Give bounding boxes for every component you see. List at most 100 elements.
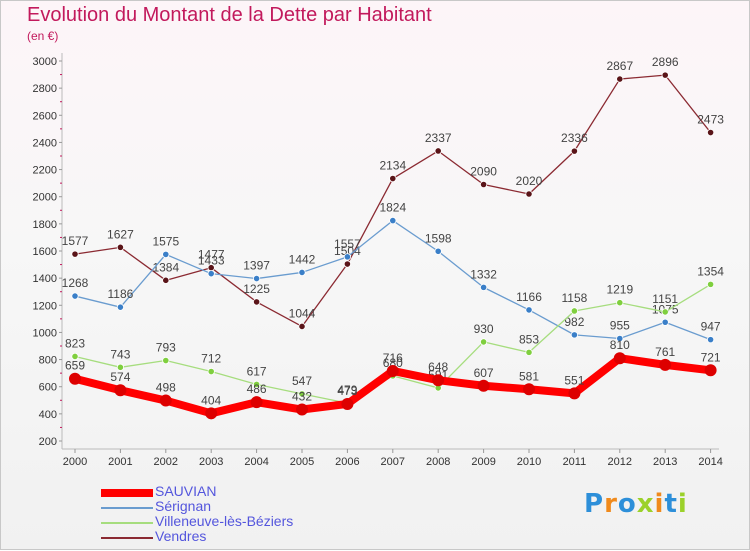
- x-tick-label: 2001: [108, 456, 132, 468]
- data-point-s-rignan: [162, 250, 170, 258]
- x-tick-label: 2003: [199, 456, 223, 468]
- chart-title: Evolution du Montant de la Dette par Hab…: [27, 4, 432, 26]
- data-label-villeneuve-l-s-b-ziers: 1219: [606, 283, 633, 297]
- data-point-s-rignan: [525, 306, 533, 314]
- data-label-vendres: 2473: [697, 113, 724, 127]
- data-label-villeneuve-l-s-b-ziers: 1151: [652, 292, 678, 306]
- data-label-vendres: 1225: [243, 282, 270, 296]
- data-point-sauvian: [568, 387, 581, 400]
- data-label-sauvian: 498: [156, 381, 176, 395]
- data-label-sauvian: 486: [247, 382, 267, 396]
- data-point-vendres: [616, 75, 624, 83]
- data-point-sauvian: [432, 374, 445, 387]
- data-point-s-rignan: [389, 217, 397, 225]
- data-label-sauvian: 607: [474, 366, 494, 380]
- logo-letter: o: [617, 489, 637, 519]
- data-label-villeneuve-l-s-b-ziers: 930: [474, 322, 494, 336]
- data-label-s-rignan: 947: [701, 320, 721, 334]
- y-tick-label: 2800: [33, 83, 57, 95]
- y-tick-label: 2000: [33, 192, 57, 204]
- y-tick-label: 3000: [33, 56, 57, 68]
- data-label-s-rignan: 1598: [425, 231, 452, 245]
- data-label-villeneuve-l-s-b-ziers: 617: [247, 364, 267, 378]
- data-label-vendres: 2336: [561, 131, 588, 145]
- proxiti-logo: Proxiti: [584, 489, 688, 519]
- data-point-sauvian: [659, 358, 672, 371]
- y-tick-label: 200: [39, 436, 57, 448]
- data-label-vendres: 2337: [425, 131, 452, 145]
- data-label-villeneuve-l-s-b-ziers: 680: [383, 356, 403, 370]
- data-label-s-rignan: 1557: [334, 237, 361, 251]
- data-label-vendres: 2090: [470, 165, 497, 179]
- data-label-vendres: 1044: [289, 306, 316, 320]
- data-point-sauvian: [159, 394, 172, 407]
- data-label-villeneuve-l-s-b-ziers: 793: [156, 341, 176, 355]
- data-point-vendres: [389, 174, 397, 183]
- data-label-sauvian: 810: [610, 338, 630, 352]
- logo-letter: i: [654, 489, 665, 519]
- data-point-vendres: [525, 190, 533, 198]
- x-tick-label: 2002: [154, 456, 178, 468]
- data-point-vendres: [298, 322, 306, 331]
- data-point-s-rignan: [71, 292, 79, 300]
- data-label-s-rignan: 1186: [107, 287, 133, 301]
- data-point-sauvian: [341, 397, 354, 410]
- data-point-vendres: [661, 71, 669, 79]
- data-point-sauvian: [205, 407, 218, 420]
- data-label-vendres: 2134: [379, 159, 406, 173]
- logo-letter: i: [677, 489, 688, 519]
- data-point-villeneuve-l-s-b-ziers: [570, 307, 579, 315]
- data-label-villeneuve-l-s-b-ziers: 823: [65, 336, 85, 350]
- data-label-vendres: 1577: [62, 234, 89, 248]
- y-tick-label: 1000: [33, 327, 57, 339]
- data-point-vendres: [706, 128, 715, 137]
- x-tick-label: 2007: [381, 456, 405, 468]
- legend-label-villeneuve: Villeneuve-lès-Béziers: [155, 513, 294, 529]
- data-label-sauvian: 404: [201, 393, 221, 407]
- x-tick-label: 2010: [517, 456, 541, 468]
- data-point-sauvian: [386, 364, 399, 377]
- data-label-sauvian: 473: [337, 384, 357, 398]
- data-label-villeneuve-l-s-b-ziers: 743: [110, 347, 130, 361]
- legend-label-vendres: Vendres: [155, 528, 207, 544]
- data-point-sauvian: [296, 403, 308, 416]
- data-label-vendres: 2896: [652, 55, 679, 69]
- data-label-s-rignan: 1397: [243, 259, 270, 273]
- y-tick-label: 1800: [33, 219, 57, 231]
- data-point-vendres: [71, 250, 79, 258]
- data-point-sauvian: [114, 384, 127, 397]
- data-point-villeneuve-l-s-b-ziers: [71, 352, 79, 361]
- data-point-sauvian: [613, 352, 626, 365]
- data-label-s-rignan: 955: [610, 319, 630, 333]
- logo-letter: P: [584, 489, 605, 519]
- x-tick-label: 2000: [63, 456, 87, 468]
- data-point-villeneuve-l-s-b-ziers: [116, 363, 125, 371]
- data-point-vendres: [479, 180, 488, 189]
- data-label-s-rignan: 1442: [289, 252, 316, 266]
- data-point-s-rignan: [570, 331, 579, 339]
- x-tick-label: 2006: [335, 456, 359, 468]
- data-point-sauvian: [477, 379, 490, 392]
- y-tick-label: 1600: [33, 246, 57, 258]
- data-label-s-rignan: 1575: [152, 234, 179, 248]
- x-tick-label: 2013: [653, 456, 677, 468]
- data-point-villeneuve-l-s-b-ziers: [253, 380, 261, 389]
- data-point-villeneuve-l-s-b-ziers: [479, 338, 488, 346]
- y-tick-label: 600: [39, 382, 57, 394]
- y-tick-label: 2400: [33, 137, 57, 149]
- y-tick-label: 1400: [33, 273, 57, 285]
- chart-subtitle: (en €): [27, 29, 59, 43]
- legend-swatch-sauvian: [101, 489, 153, 497]
- x-tick-label: 2004: [244, 456, 268, 468]
- legend-label-serignan: Sérignan: [155, 498, 212, 514]
- x-tick-label: 2014: [698, 456, 722, 468]
- data-label-vendres: 1477: [198, 248, 225, 262]
- data-label-sauvian: 761: [655, 345, 675, 359]
- data-point-s-rignan: [661, 318, 669, 326]
- data-label-sauvian: 432: [292, 390, 312, 404]
- legend-label-sauvian: SAUVIAN: [155, 483, 217, 499]
- y-tick-label: 400: [39, 409, 57, 421]
- data-label-villeneuve-l-s-b-ziers: 1354: [697, 264, 724, 278]
